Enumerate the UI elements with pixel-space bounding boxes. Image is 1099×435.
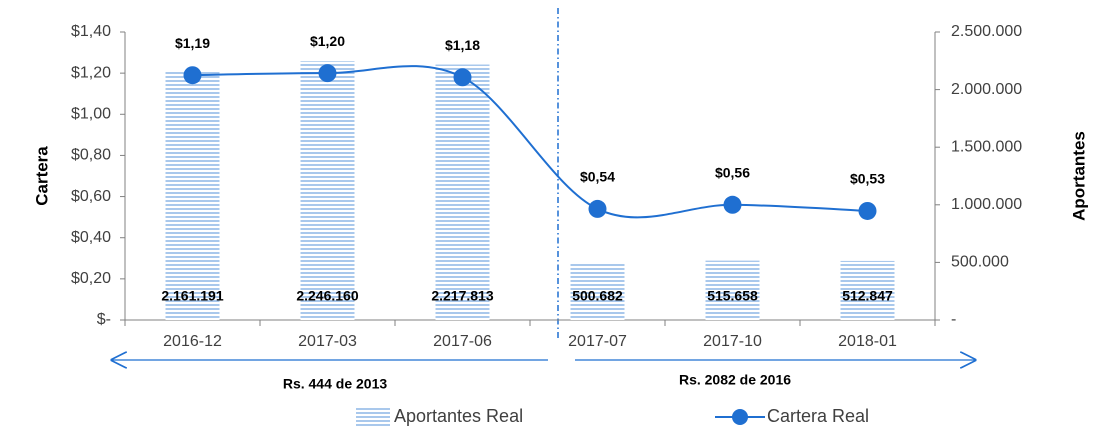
annotation: Rs. 2082 de 2016 <box>679 372 791 388</box>
y2-tick-label: 2.500.000 <box>951 23 1022 40</box>
y2-tick-label: 500.000 <box>951 254 1009 271</box>
y-tick-label: $1,20 <box>71 64 111 81</box>
x-tick-label: 2017-07 <box>568 333 627 350</box>
marker <box>858 201 877 220</box>
y2-axis-title: Aportantes <box>1069 131 1088 221</box>
legend-label: Cartera Real <box>767 406 869 426</box>
bar <box>840 260 895 320</box>
marker <box>723 195 742 214</box>
y-tick-label: $0,20 <box>71 270 111 287</box>
marker <box>453 68 472 87</box>
legend-swatch <box>732 409 748 425</box>
x-tick-label: 2017-03 <box>298 333 357 350</box>
data-label: $0,54 <box>580 169 615 185</box>
y2-tick-label: - <box>951 311 956 328</box>
x-tick-label: 2018-01 <box>838 333 897 350</box>
y2-tick-label: 1.500.000 <box>951 138 1022 155</box>
data-label: 500.682 <box>572 288 623 304</box>
bar <box>570 262 625 320</box>
bar <box>435 64 490 321</box>
legend-swatch <box>356 408 390 426</box>
data-label: 512.847 <box>842 288 893 304</box>
data-label: $0,56 <box>715 165 750 181</box>
y2-tick-label: 1.000.000 <box>951 196 1022 213</box>
line <box>192 65 868 219</box>
legend-label: Aportantes Real <box>394 406 523 426</box>
x-tick-label: 2016-12 <box>163 333 222 350</box>
y-tick-label: $1,40 <box>71 23 111 40</box>
annotation: Rs. 444 de 2013 <box>283 376 388 392</box>
data-label: $1,20 <box>310 33 345 49</box>
y-tick-label: $- <box>97 311 111 328</box>
data-label: 2.246.160 <box>296 288 358 304</box>
y-axis-title: Cartera <box>32 146 51 206</box>
y-tick-label: $0,60 <box>71 188 111 205</box>
marker <box>588 199 607 218</box>
y-tick-label: $1,00 <box>71 106 111 123</box>
data-label: 2.161.191 <box>161 288 223 304</box>
data-label: 515.658 <box>707 288 758 304</box>
data-label: 2.217.813 <box>431 288 493 304</box>
marker <box>318 64 337 83</box>
x-tick-label: 2017-10 <box>703 333 762 350</box>
bar <box>300 61 355 320</box>
data-label: $1,18 <box>445 37 480 53</box>
marker <box>183 66 202 85</box>
data-label: $1,19 <box>175 35 210 51</box>
data-label: $0,53 <box>850 171 885 187</box>
bar <box>705 260 760 320</box>
y-tick-label: $0,80 <box>71 147 111 164</box>
y-tick-label: $0,40 <box>71 229 111 246</box>
y2-tick-label: 2.000.000 <box>951 81 1022 98</box>
bar <box>165 71 220 321</box>
x-tick-label: 2017-06 <box>433 333 492 350</box>
